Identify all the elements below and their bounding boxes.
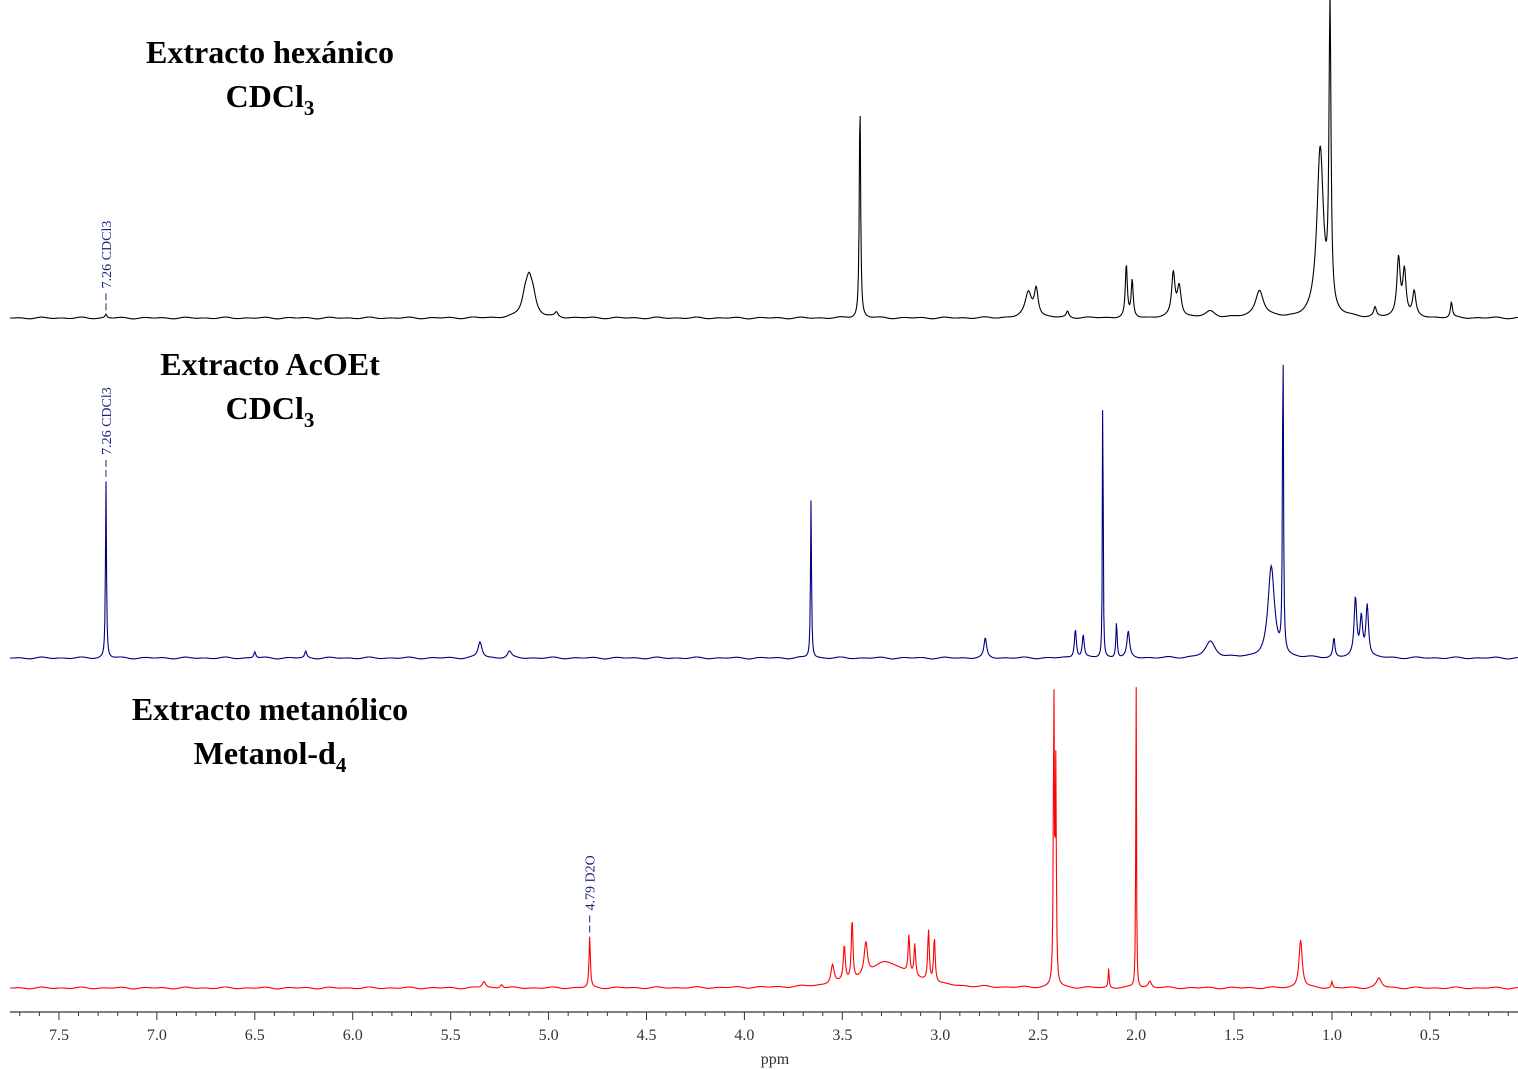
spectrum-line-2	[10, 364, 1518, 660]
spectrum-solvent-3: Metanol-d4	[194, 735, 347, 777]
x-tick-label: 7.0	[147, 1027, 167, 1044]
x-tick-label: 4.5	[636, 1027, 656, 1044]
x-tick-label: 4.0	[734, 1027, 754, 1044]
x-tick-label: 6.5	[245, 1027, 265, 1044]
spectrum-title-3: Extracto metanólico	[132, 691, 408, 727]
solvent-name: CDCl	[226, 390, 304, 426]
x-tick-label: 3.5	[832, 1027, 852, 1044]
solvent-name: CDCl	[226, 78, 304, 114]
spectrum-title-2: Extracto AcOEt	[160, 346, 380, 382]
x-tick-label: 5.5	[441, 1027, 461, 1044]
spectrum-title-1: Extracto hexánico	[146, 34, 394, 70]
solvent-subscript: 4	[336, 753, 347, 777]
spectrum-line-3	[10, 687, 1518, 990]
x-tick-label: 7.5	[49, 1027, 69, 1044]
annotation-label-2: 7.26 CDCl3	[100, 387, 115, 455]
x-tick-label: 2.0	[1126, 1027, 1146, 1044]
x-tick-label: 0.5	[1420, 1027, 1440, 1044]
x-tick-label: 1.5	[1224, 1027, 1244, 1044]
x-axis-label: ppm	[761, 1051, 790, 1068]
x-tick-label: 5.0	[539, 1027, 559, 1044]
solvent-subscript: 3	[304, 408, 315, 432]
annotation-label-1: 7.26 CDCl3	[100, 221, 115, 289]
solvent-subscript: 3	[304, 96, 315, 120]
x-tick-label: 3.0	[930, 1027, 950, 1044]
spectrum-solvent-2: CDCl3	[226, 390, 315, 432]
x-tick-label: 6.0	[343, 1027, 363, 1044]
annotation-label-3: 4.79 D2O	[584, 855, 599, 910]
spectrum-line-1	[10, 0, 1518, 320]
spectrum-solvent-1: CDCl3	[226, 78, 315, 120]
x-tick-label: 1.0	[1322, 1027, 1342, 1044]
solvent-name: Metanol-d	[194, 735, 336, 771]
x-tick-label: 2.5	[1028, 1027, 1048, 1044]
